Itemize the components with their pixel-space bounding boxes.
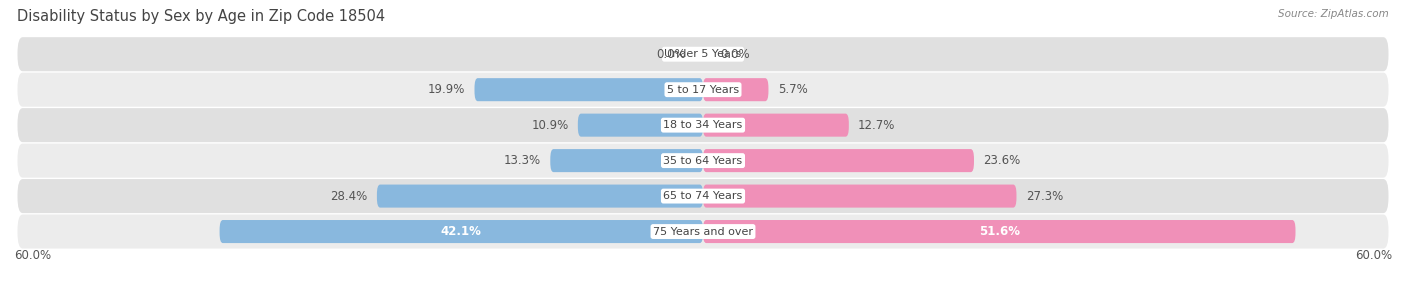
Text: 60.0%: 60.0% — [1355, 249, 1392, 262]
Text: 10.9%: 10.9% — [531, 119, 568, 132]
Text: 42.1%: 42.1% — [441, 225, 482, 238]
Text: Source: ZipAtlas.com: Source: ZipAtlas.com — [1278, 9, 1389, 19]
FancyBboxPatch shape — [17, 143, 1389, 178]
FancyBboxPatch shape — [703, 185, 1017, 208]
Text: 51.6%: 51.6% — [979, 225, 1019, 238]
Text: 0.0%: 0.0% — [657, 48, 686, 61]
FancyBboxPatch shape — [17, 73, 1389, 107]
FancyBboxPatch shape — [17, 37, 1389, 71]
FancyBboxPatch shape — [703, 114, 849, 137]
FancyBboxPatch shape — [474, 78, 703, 101]
FancyBboxPatch shape — [550, 149, 703, 172]
Text: Under 5 Years: Under 5 Years — [665, 49, 741, 59]
Text: Disability Status by Sex by Age in Zip Code 18504: Disability Status by Sex by Age in Zip C… — [17, 9, 385, 24]
Text: 23.6%: 23.6% — [983, 154, 1021, 167]
Text: 65 to 74 Years: 65 to 74 Years — [664, 191, 742, 201]
FancyBboxPatch shape — [219, 220, 703, 243]
FancyBboxPatch shape — [377, 185, 703, 208]
Legend: Male, Female: Male, Female — [644, 302, 762, 304]
Text: 18 to 34 Years: 18 to 34 Years — [664, 120, 742, 130]
FancyBboxPatch shape — [17, 215, 1389, 249]
Text: 5 to 17 Years: 5 to 17 Years — [666, 85, 740, 95]
FancyBboxPatch shape — [17, 179, 1389, 213]
FancyBboxPatch shape — [17, 108, 1389, 142]
Text: 5.7%: 5.7% — [778, 83, 807, 96]
Text: 60.0%: 60.0% — [14, 249, 51, 262]
Text: 75 Years and over: 75 Years and over — [652, 226, 754, 237]
FancyBboxPatch shape — [703, 149, 974, 172]
Text: 12.7%: 12.7% — [858, 119, 896, 132]
FancyBboxPatch shape — [578, 114, 703, 137]
FancyBboxPatch shape — [703, 220, 1295, 243]
Text: 19.9%: 19.9% — [427, 83, 465, 96]
FancyBboxPatch shape — [703, 78, 769, 101]
Text: 0.0%: 0.0% — [720, 48, 749, 61]
Text: 35 to 64 Years: 35 to 64 Years — [664, 156, 742, 166]
Text: 27.3%: 27.3% — [1025, 190, 1063, 202]
Text: 13.3%: 13.3% — [503, 154, 541, 167]
Text: 28.4%: 28.4% — [330, 190, 368, 202]
